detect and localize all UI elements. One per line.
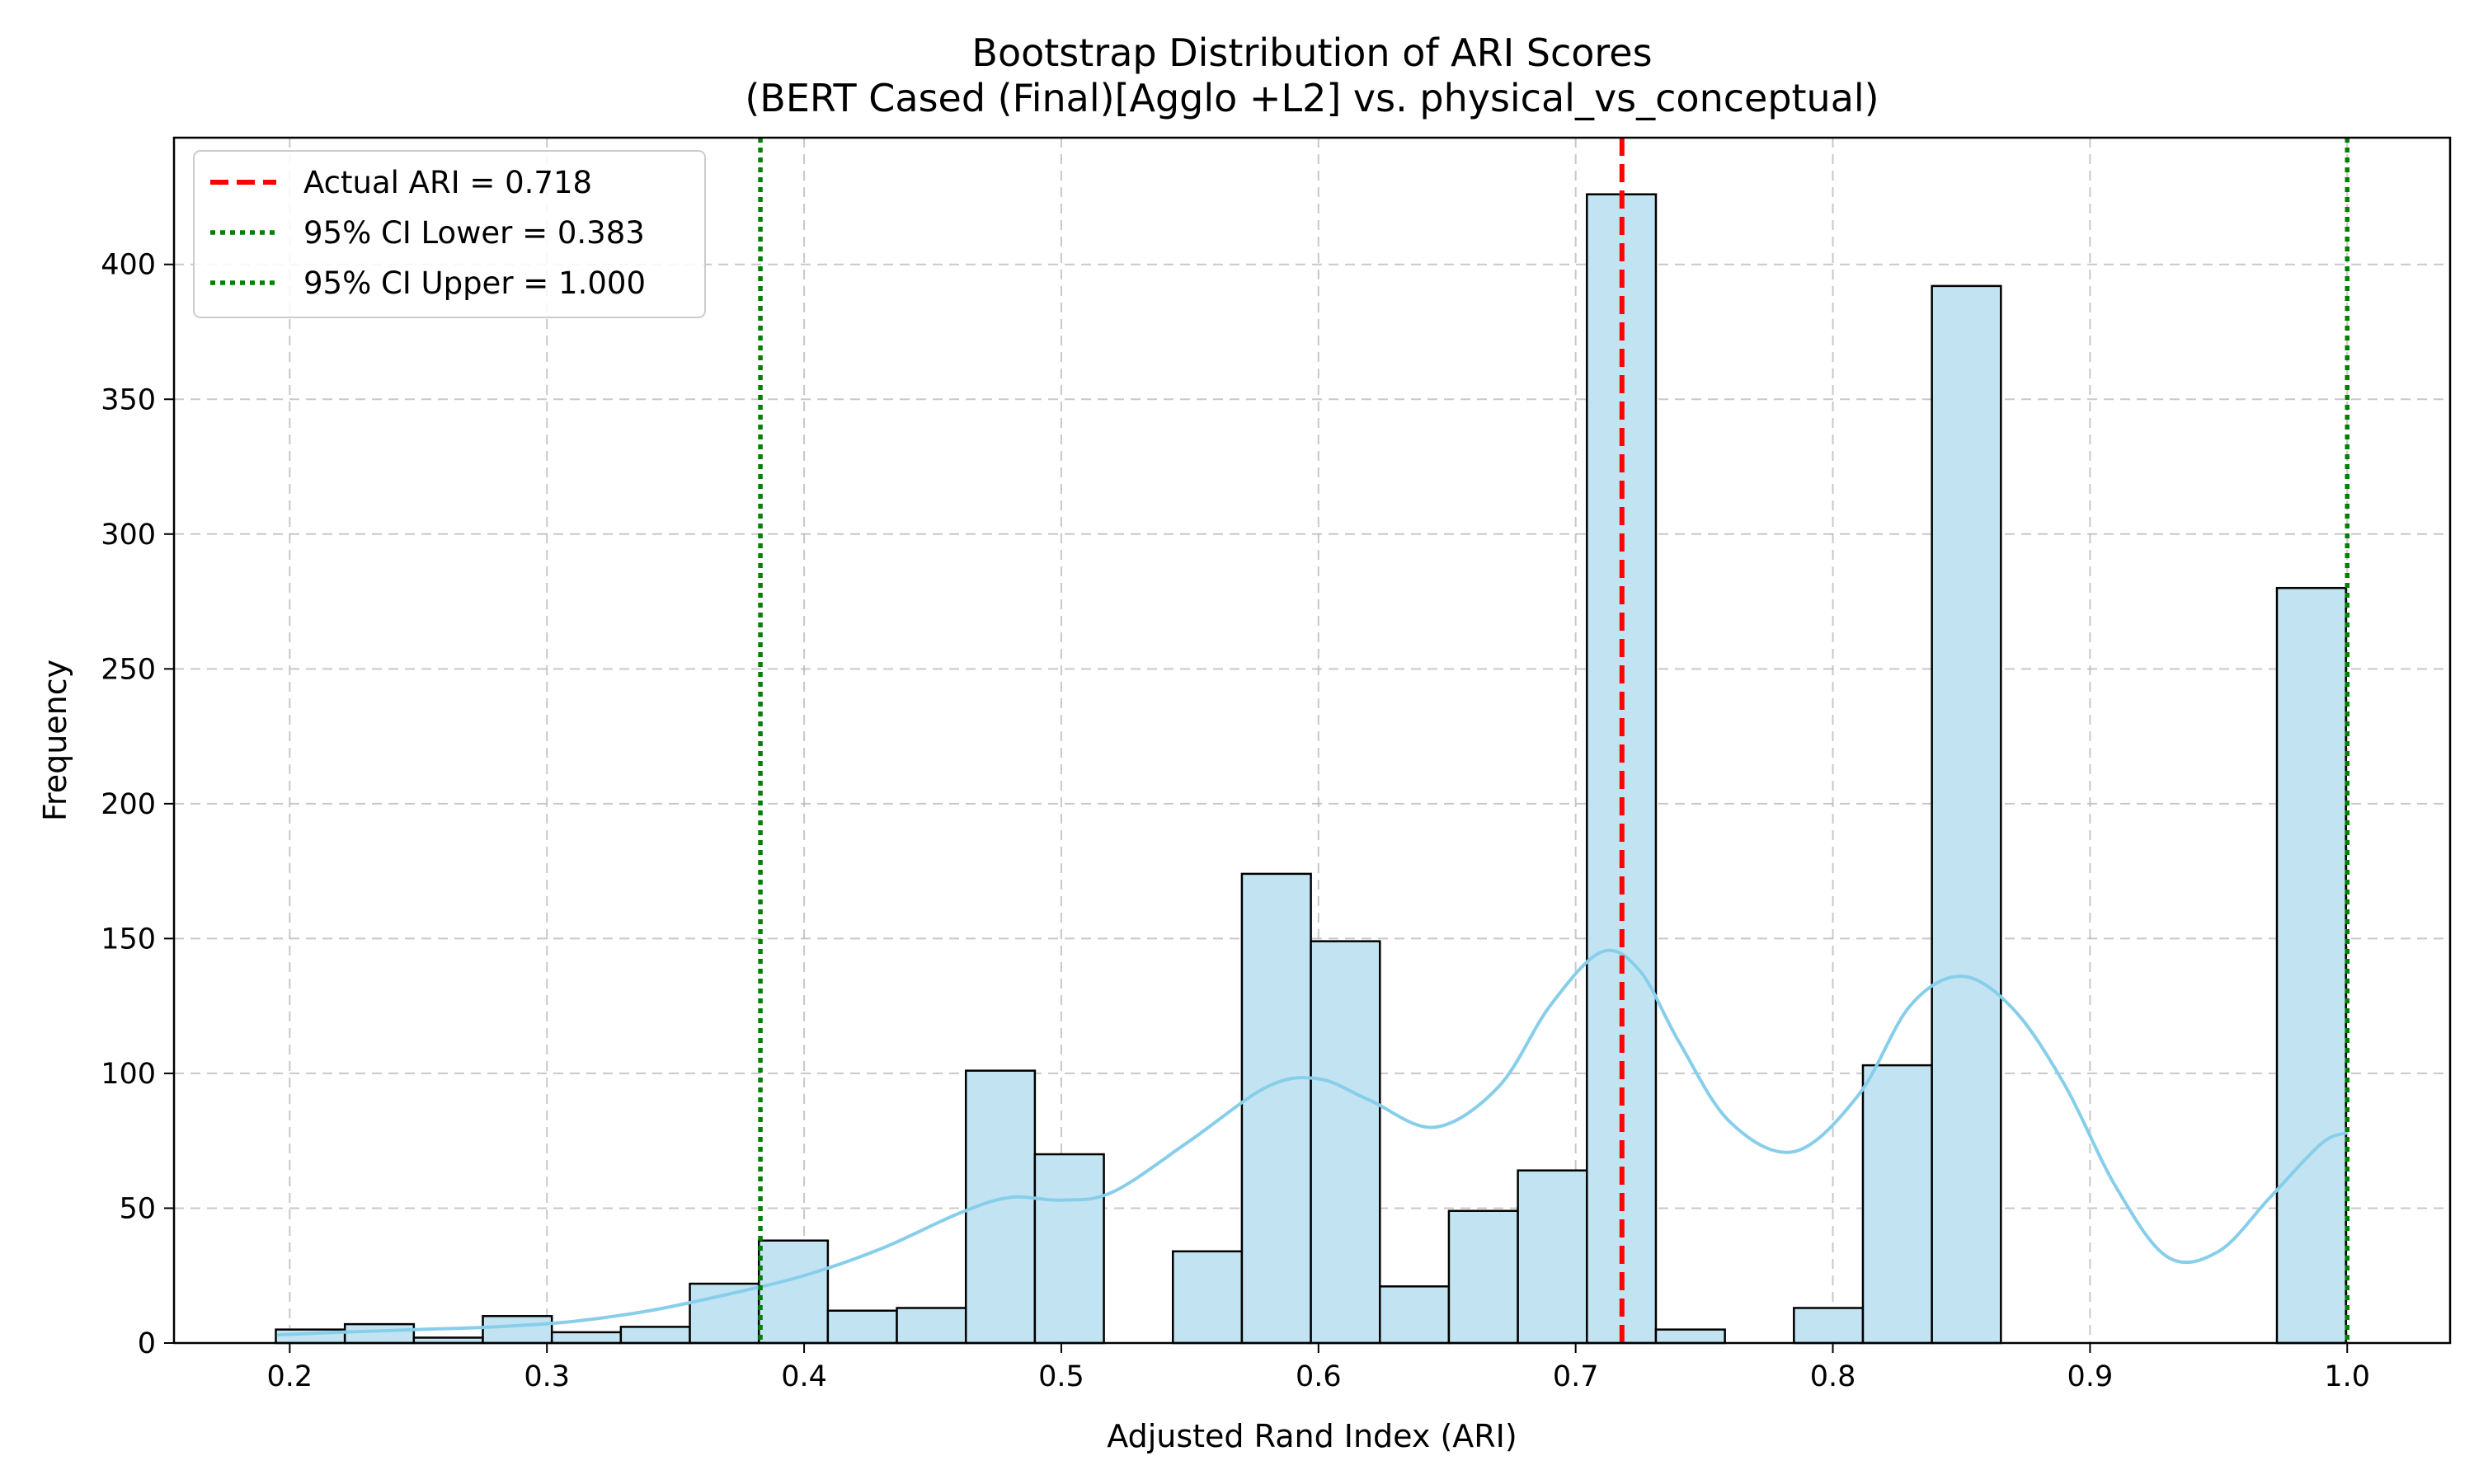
x-axis-label: Adjusted Rand Index (ARI) <box>1107 1418 1517 1454</box>
histogram-bar <box>896 1307 967 1345</box>
legend-label: 95% CI Upper = 1.000 <box>303 265 646 301</box>
y-tick-label: 200 <box>101 788 156 821</box>
legend: Actual ARI = 0.718 95% CI Lower = 0.383 95… <box>193 150 706 318</box>
plot-frame <box>172 136 2452 1345</box>
x-tick-label: 0.4 <box>781 1360 827 1393</box>
y-tick-label: 350 <box>101 383 156 416</box>
y-tick-label: 50 <box>119 1192 156 1225</box>
histogram-bar <box>1793 1307 1865 1345</box>
y-tick-label: 150 <box>101 923 156 956</box>
y-tick-label: 250 <box>101 653 156 686</box>
histogram-bar <box>619 1326 691 1345</box>
legend-label: Actual ARI = 0.718 <box>303 165 592 200</box>
y-tick-label: 100 <box>101 1058 156 1091</box>
histogram-bar <box>343 1322 416 1345</box>
chart-subtitle: (BERT Cased (Final)[Agglo +L2] vs. physi… <box>745 76 1879 120</box>
y-tick-label: 300 <box>101 519 156 552</box>
histogram-bar <box>757 1239 830 1345</box>
x-tick-label: 0.5 <box>1038 1360 1084 1393</box>
x-tick-label: 0.9 <box>2067 1360 2114 1393</box>
y-axis-ticks: 0 50 100 150 200 250 300 350 400 <box>101 249 174 1360</box>
histogram-bar <box>1861 1064 1933 1345</box>
histogram-bar <box>550 1331 623 1345</box>
y-tick-label: 400 <box>101 249 156 282</box>
legend-box <box>193 150 706 318</box>
histogram-bar <box>1240 872 1312 1345</box>
histogram-bar <box>1654 1328 1726 1345</box>
histogram-bars <box>275 193 2347 1345</box>
histogram-bar <box>1379 1285 1451 1345</box>
histogram-bar <box>1033 1153 1105 1345</box>
kde-curve <box>276 948 2349 1337</box>
histogram-bar <box>2275 586 2347 1345</box>
histogram-bar <box>826 1309 898 1345</box>
histogram-bar <box>1931 284 2002 1345</box>
x-tick-label: 0.8 <box>1810 1360 1856 1393</box>
y-axis-label: Frequency <box>37 660 73 821</box>
x-tick-label: 1.0 <box>2324 1360 2370 1393</box>
histogram-bar <box>482 1315 553 1345</box>
histogram-bar <box>1172 1250 1244 1345</box>
histogram-bar <box>1517 1169 1588 1345</box>
histogram-bar <box>689 1282 760 1345</box>
x-tick-label: 0.3 <box>524 1360 570 1393</box>
x-tick-label: 0.6 <box>1296 1360 1342 1393</box>
histogram-bar <box>1447 1209 1519 1345</box>
histogram-bar <box>1310 940 1381 1345</box>
x-axis-ticks: 0.2 0.3 0.4 0.5 0.6 0.7 0.8 0.9 1.0 <box>267 1343 2370 1393</box>
x-tick-label: 0.2 <box>267 1360 313 1393</box>
chart-title: Bootstrap Distribution of ARI Scores <box>971 31 1652 75</box>
x-tick-label: 0.7 <box>1553 1360 1599 1393</box>
reference-lines <box>758 138 2350 1343</box>
legend-label: 95% CI Lower = 0.383 <box>303 215 645 251</box>
y-tick-label: 0 <box>138 1327 156 1360</box>
